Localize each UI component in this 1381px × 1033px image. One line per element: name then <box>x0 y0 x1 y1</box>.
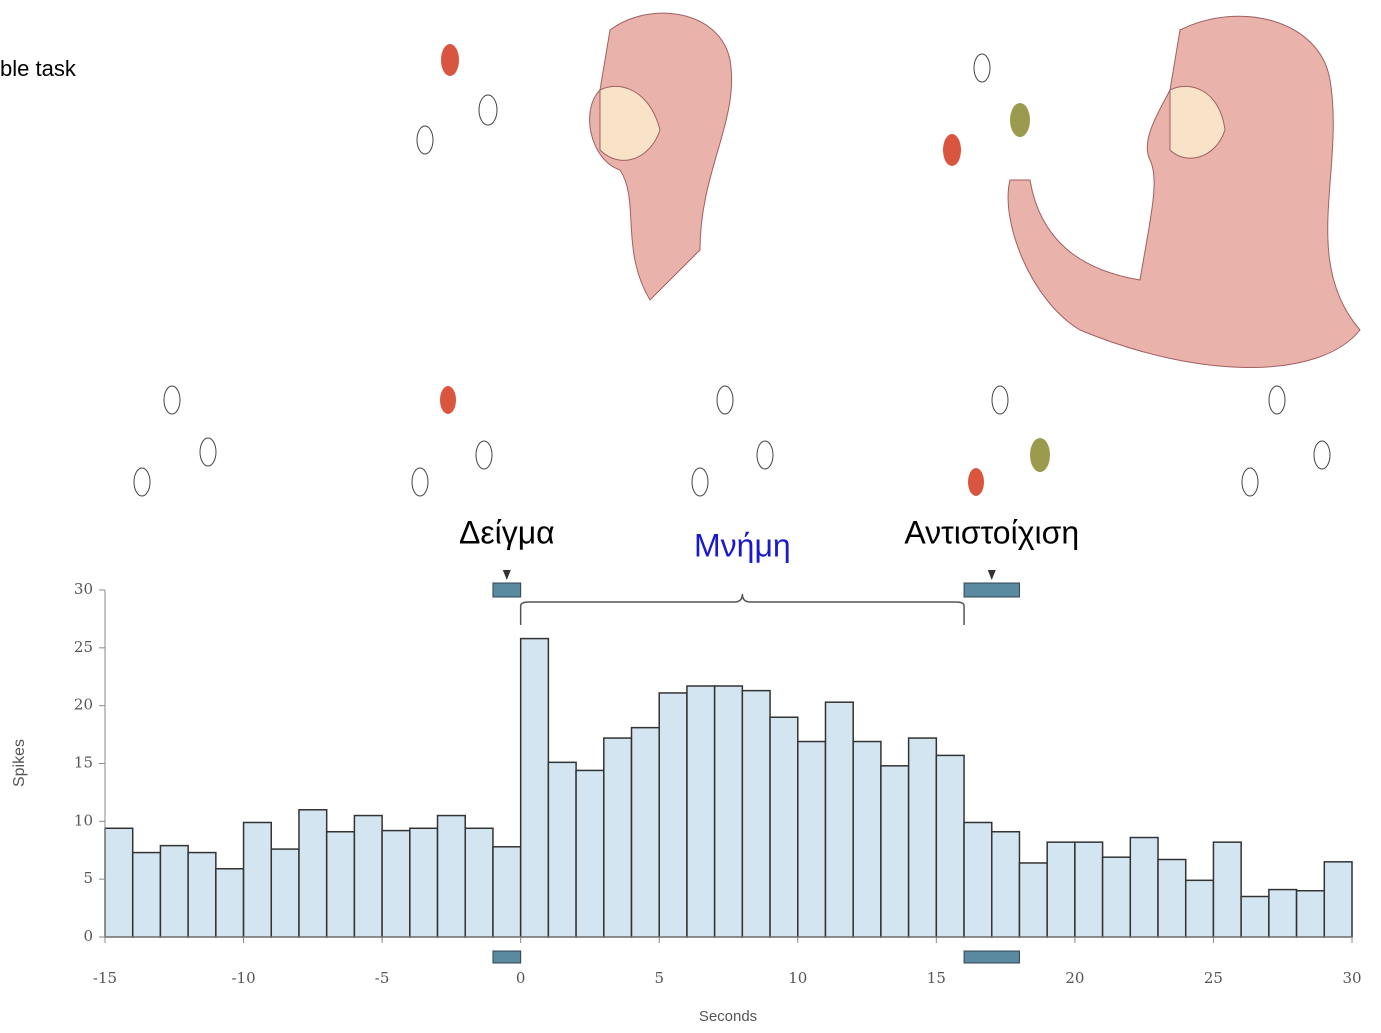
bar <box>798 742 826 937</box>
x-tick-label: -15 <box>93 969 117 987</box>
x-tick-label: 15 <box>927 969 946 987</box>
bar <box>632 728 660 937</box>
period-brace <box>521 594 964 625</box>
bar <box>1019 863 1047 937</box>
y-tick-label: 5 <box>83 869 93 887</box>
x-axis-label: Seconds <box>699 1008 757 1025</box>
bar <box>327 832 355 937</box>
bar <box>1047 842 1075 937</box>
y-tick-label: 0 <box>83 927 93 945</box>
x-tick-label: 20 <box>1065 969 1084 987</box>
bar <box>354 816 382 937</box>
period-label: Δείγμα <box>459 514 555 550</box>
y-axis-label: Spikes <box>11 739 28 787</box>
bar <box>909 738 937 937</box>
period-bar <box>493 583 521 597</box>
bar <box>715 686 743 937</box>
bar <box>825 702 853 937</box>
bar <box>1075 842 1103 937</box>
bar <box>659 693 687 937</box>
bar <box>770 717 798 937</box>
x-tick-label: 25 <box>1204 969 1223 987</box>
y-tick-label: 30 <box>74 580 93 598</box>
y-tick-label: 10 <box>74 811 93 829</box>
slide-title: ble task <box>0 56 77 81</box>
x-tick-label: -10 <box>231 969 255 987</box>
bar <box>382 831 410 937</box>
bar <box>548 762 576 937</box>
period-arrow <box>503 570 511 580</box>
bar <box>133 853 161 937</box>
period-bar <box>493 951 521 963</box>
bar <box>1103 857 1131 937</box>
bar <box>465 828 493 937</box>
bar <box>105 828 133 937</box>
bar <box>438 816 466 937</box>
bar <box>160 846 188 937</box>
x-tick-label: 0 <box>516 969 526 987</box>
illustration <box>134 13 1360 496</box>
bar <box>881 766 909 937</box>
bar <box>1158 860 1186 937</box>
y-tick-label: 15 <box>74 754 93 772</box>
bar <box>687 686 715 937</box>
period-bar <box>964 951 1019 963</box>
bar <box>964 822 992 937</box>
bar <box>604 738 632 937</box>
bar <box>1186 880 1214 937</box>
period-arrow <box>988 570 996 580</box>
y-tick-label: 20 <box>74 696 93 714</box>
x-tick-label: -5 <box>375 969 390 987</box>
x-tick-label: 5 <box>654 969 664 987</box>
bar <box>1297 891 1325 937</box>
bar <box>410 828 438 937</box>
bar <box>521 639 549 937</box>
bar <box>992 832 1020 937</box>
bar <box>1213 842 1241 937</box>
period-bar <box>964 583 1019 597</box>
x-tick-label: 30 <box>1342 969 1361 987</box>
bar <box>216 869 244 937</box>
bar <box>188 853 216 937</box>
bar <box>1324 862 1352 937</box>
bar <box>936 755 964 937</box>
period-label: Αντιστοίχιση <box>904 514 1079 550</box>
period-label: Μνήμη <box>694 527 791 563</box>
bar <box>742 691 770 937</box>
bar <box>1241 897 1269 937</box>
bar <box>244 822 272 937</box>
bar <box>1130 838 1158 937</box>
bar <box>493 847 521 937</box>
y-tick-label: 25 <box>74 638 93 656</box>
bar <box>853 742 881 937</box>
bar <box>576 770 604 937</box>
slide: ble task Spikes Seconds 0 5 10 15 20 25 30 -15 -… <box>0 0 1381 1028</box>
bar <box>299 810 327 937</box>
bar <box>1269 890 1297 937</box>
bar <box>271 849 299 937</box>
page: {"slide_title": "ble task", "chart_data"… <box>0 0 1381 1033</box>
x-tick-label: 10 <box>788 969 807 987</box>
